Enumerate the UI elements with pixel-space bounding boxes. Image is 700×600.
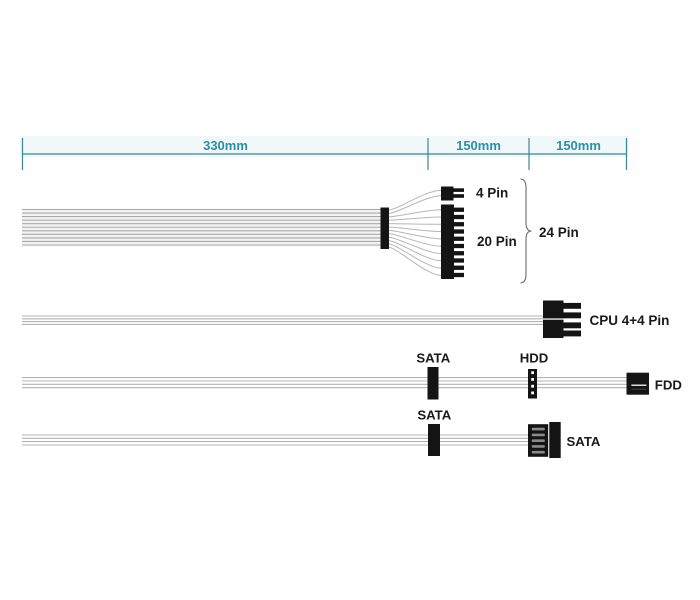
svg-text:SATA: SATA xyxy=(416,351,450,366)
svg-text:20 Pin: 20 Pin xyxy=(477,234,517,249)
svg-text:SATA: SATA xyxy=(567,434,601,449)
svg-text:4 Pin: 4 Pin xyxy=(476,186,508,201)
svg-text:HDD: HDD xyxy=(520,351,549,366)
svg-text:SATA: SATA xyxy=(417,408,451,423)
svg-text:150mm: 150mm xyxy=(456,138,501,153)
svg-text:150mm: 150mm xyxy=(556,138,601,153)
svg-text:FDD: FDD xyxy=(655,377,682,392)
svg-text:24 Pin: 24 Pin xyxy=(539,225,579,240)
svg-text:330mm: 330mm xyxy=(203,138,248,153)
svg-text:CPU 4+4 Pin: CPU 4+4 Pin xyxy=(590,313,670,328)
